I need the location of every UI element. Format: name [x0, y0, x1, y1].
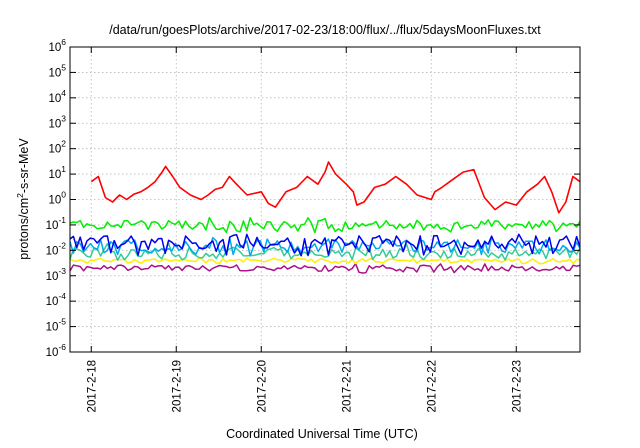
plot-frame [69, 46, 581, 353]
x-tick-labels: 2017-2-18 2017-2-19 2017-2-20 2017-2-21 2017… [86, 360, 523, 412]
y-tick-label: 101 [48, 164, 66, 181]
y-tick-label: 10-3 [46, 266, 67, 283]
series-line [69, 262, 581, 274]
y-tick-label: 10-2 [46, 240, 67, 257]
grid [70, 46, 580, 353]
x-axis-label: Coordinated Universal Time (UTC) [226, 427, 418, 441]
series-line [90, 161, 581, 214]
y-tick-label: 104 [48, 88, 66, 105]
x-tick-label: 2017-2-22 [426, 360, 438, 412]
x-tick-label: 2017-2-19 [171, 360, 183, 412]
x-tick-label: 2017-2-20 [256, 360, 268, 412]
series-layer [69, 161, 581, 274]
series-line [69, 257, 581, 265]
chart-title: /data/run/goesPlots/archive/2017-02-23/1… [109, 23, 541, 37]
y-tick-label: 10-6 [46, 342, 67, 359]
x-tick-label: 2017-2-21 [341, 360, 353, 412]
series-line [69, 233, 581, 257]
y-tick-labels: 10-6 10-5 10-4 10-3 10-2 10-1 100 101 102 103 104 1… [46, 37, 67, 359]
y-tick-label: 100 [48, 190, 66, 207]
y-tick-label: 105 [48, 62, 66, 79]
x-tick-label: 2017-2-18 [86, 360, 98, 412]
y-tick-label: 106 [48, 37, 66, 54]
y-tick-label: 102 [48, 139, 66, 156]
x-tick-label: 2017-2-23 [511, 360, 523, 412]
y-tick-label: 10-5 [46, 317, 67, 334]
y-axis-label: protons/cm2-s-sr-MeV [15, 138, 31, 260]
y-tick-label: 103 [48, 113, 66, 130]
y-tick-label: 10-1 [46, 215, 67, 232]
series-line [69, 216, 581, 234]
y-tick-label: 10-4 [46, 291, 67, 308]
